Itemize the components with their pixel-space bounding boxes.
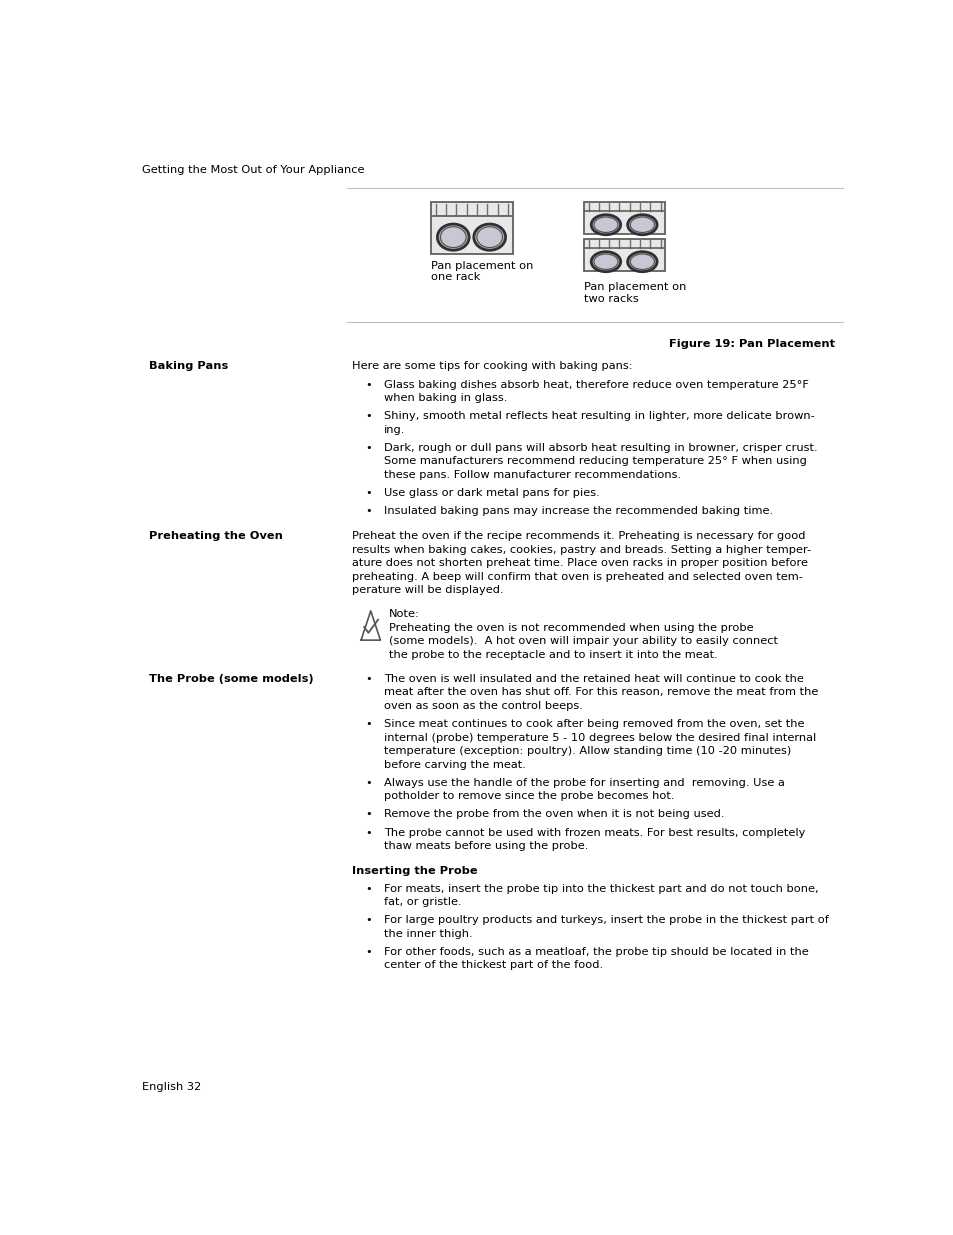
Text: fat, or gristle.: fat, or gristle. xyxy=(384,897,461,906)
Text: •: • xyxy=(365,719,372,729)
Text: •: • xyxy=(365,827,372,837)
Text: •: • xyxy=(365,883,372,894)
Text: Pan placement on
two racks: Pan placement on two racks xyxy=(583,282,685,304)
Text: For other foods, such as a meatloaf, the probe tip should be located in the: For other foods, such as a meatloaf, the… xyxy=(384,947,808,957)
Text: Glass baking dishes absorb heat, therefore reduce oven temperature 25°F: Glass baking dishes absorb heat, therefo… xyxy=(384,379,808,389)
Ellipse shape xyxy=(436,224,469,251)
Text: Note:: Note: xyxy=(389,609,419,619)
Ellipse shape xyxy=(594,217,618,232)
Text: Since meat continues to cook after being removed from the oven, set the: Since meat continues to cook after being… xyxy=(384,719,804,729)
Text: Baking Pans: Baking Pans xyxy=(149,361,228,370)
Text: Pan placement on
one rack: Pan placement on one rack xyxy=(431,261,533,283)
Ellipse shape xyxy=(591,252,620,272)
Text: Insulated baking pans may increase the recommended baking time.: Insulated baking pans may increase the r… xyxy=(384,506,773,516)
Ellipse shape xyxy=(627,215,657,235)
Text: results when baking cakes, cookies, pastry and breads. Setting a higher temper-: results when baking cakes, cookies, past… xyxy=(352,545,810,555)
Text: The oven is well insulated and the retained heat will continue to cook the: The oven is well insulated and the retai… xyxy=(384,674,803,684)
Ellipse shape xyxy=(476,227,502,247)
Text: Always use the handle of the probe for inserting and  removing. Use a: Always use the handle of the probe for i… xyxy=(384,778,784,788)
Text: •: • xyxy=(365,809,372,820)
Bar xyxy=(583,240,664,272)
Polygon shape xyxy=(360,611,380,640)
Text: Getting the Most Out of Your Appliance: Getting the Most Out of Your Appliance xyxy=(142,165,365,175)
Text: Preheat the oven if the recipe recommends it. Preheating is necessary for good: Preheat the oven if the recipe recommend… xyxy=(352,531,804,541)
Text: Dark, rough or dull pans will absorb heat resulting in browner, crisper crust.: Dark, rough or dull pans will absorb hea… xyxy=(384,443,817,453)
Text: when baking in glass.: when baking in glass. xyxy=(384,393,507,403)
Text: oven as soon as the control beeps.: oven as soon as the control beeps. xyxy=(384,701,582,711)
Ellipse shape xyxy=(594,254,618,269)
Text: •: • xyxy=(365,947,372,957)
Bar xyxy=(583,203,664,235)
Text: Preheating the oven is not recommended when using the probe: Preheating the oven is not recommended w… xyxy=(389,622,753,632)
Text: preheating. A beep will confirm that oven is preheated and selected oven tem-: preheating. A beep will confirm that ove… xyxy=(352,572,801,582)
Text: potholder to remove since the probe becomes hot.: potholder to remove since the probe beco… xyxy=(384,792,674,802)
Text: center of the thickest part of the food.: center of the thickest part of the food. xyxy=(384,961,603,971)
Text: before carving the meat.: before carving the meat. xyxy=(384,760,526,769)
Text: For meats, insert the probe tip into the thickest part and do not touch bone,: For meats, insert the probe tip into the… xyxy=(384,883,818,894)
Text: •: • xyxy=(365,488,372,498)
Text: English 32: English 32 xyxy=(142,1082,201,1092)
Text: the probe to the receptacle and to insert it into the meat.: the probe to the receptacle and to inser… xyxy=(389,650,717,659)
Ellipse shape xyxy=(474,224,505,251)
Text: The probe cannot be used with frozen meats. For best results, completely: The probe cannot be used with frozen mea… xyxy=(384,827,805,837)
Text: •: • xyxy=(365,379,372,389)
Text: ature does not shorten preheat time. Place oven racks in proper position before: ature does not shorten preheat time. Pla… xyxy=(352,558,807,568)
Text: these pans. Follow manufacturer recommendations.: these pans. Follow manufacturer recommen… xyxy=(384,469,680,480)
Bar xyxy=(431,203,512,254)
Text: •: • xyxy=(365,674,372,684)
Ellipse shape xyxy=(627,252,657,272)
Text: •: • xyxy=(365,411,372,421)
Ellipse shape xyxy=(591,215,620,235)
Text: •: • xyxy=(365,506,372,516)
Text: (some models).  A hot oven will impair your ability to easily connect: (some models). A hot oven will impair yo… xyxy=(389,636,777,646)
Text: Use glass or dark metal pans for pies.: Use glass or dark metal pans for pies. xyxy=(384,488,599,498)
Text: Some manufacturers recommend reducing temperature 25° F when using: Some manufacturers recommend reducing te… xyxy=(384,457,806,467)
Text: the inner thigh.: the inner thigh. xyxy=(384,929,473,939)
Text: The Probe (some models): The Probe (some models) xyxy=(149,674,313,684)
Text: For large poultry products and turkeys, insert the probe in the thickest part of: For large poultry products and turkeys, … xyxy=(384,915,828,925)
Text: Figure 19: Pan Placement: Figure 19: Pan Placement xyxy=(669,340,835,350)
Ellipse shape xyxy=(440,227,466,247)
Text: •: • xyxy=(365,443,372,453)
Ellipse shape xyxy=(630,217,654,232)
Text: ing.: ing. xyxy=(384,425,405,435)
Text: •: • xyxy=(365,778,372,788)
Text: Shiny, smooth metal reflects heat resulting in lighter, more delicate brown-: Shiny, smooth metal reflects heat result… xyxy=(384,411,814,421)
Text: Here are some tips for cooking with baking pans:: Here are some tips for cooking with baki… xyxy=(352,361,632,370)
Text: thaw meats before using the probe.: thaw meats before using the probe. xyxy=(384,841,588,851)
Text: meat after the oven has shut off. For this reason, remove the meat from the: meat after the oven has shut off. For th… xyxy=(384,688,818,698)
Text: temperature (exception: poultry). Allow standing time (10 -20 minutes): temperature (exception: poultry). Allow … xyxy=(384,746,791,756)
Text: Remove the probe from the oven when it is not being used.: Remove the probe from the oven when it i… xyxy=(384,809,724,820)
Text: perature will be displayed.: perature will be displayed. xyxy=(352,585,503,595)
Text: •: • xyxy=(365,915,372,925)
Ellipse shape xyxy=(630,254,654,269)
Text: Inserting the Probe: Inserting the Probe xyxy=(352,866,476,876)
Text: Preheating the Oven: Preheating the Oven xyxy=(149,531,282,541)
Text: internal (probe) temperature 5 - 10 degrees below the desired final internal: internal (probe) temperature 5 - 10 degr… xyxy=(384,732,816,742)
